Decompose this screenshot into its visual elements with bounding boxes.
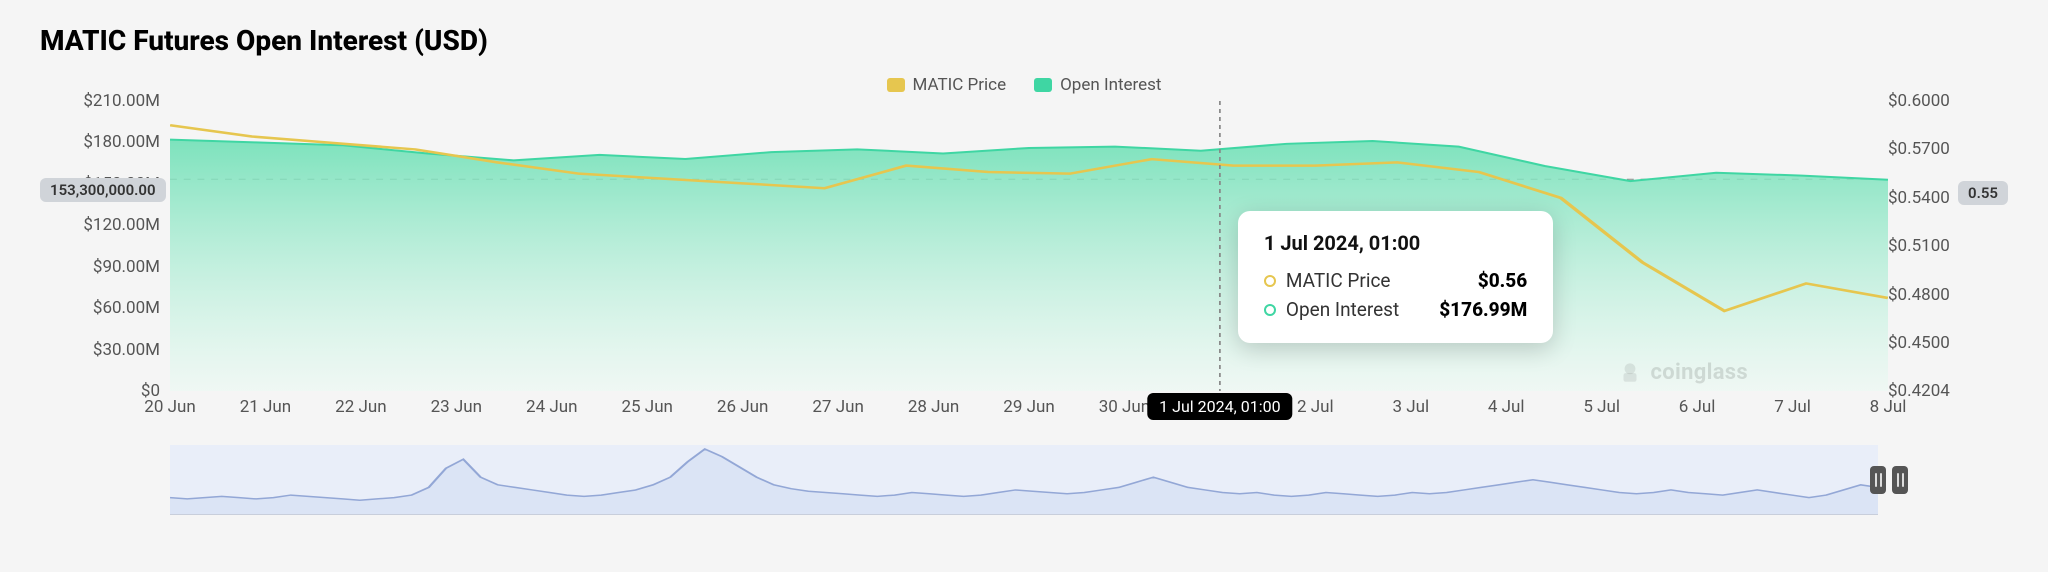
x-tick: 22 Jun bbox=[335, 397, 386, 417]
y-left-tick: $60.00M bbox=[40, 298, 160, 318]
legend: MATIC Price Open Interest bbox=[40, 75, 2008, 95]
x-tick: 29 Jun bbox=[1003, 397, 1054, 417]
x-tick: 24 Jun bbox=[526, 397, 577, 417]
watermark-text: coinglass bbox=[1651, 360, 1749, 385]
tooltip-dot-icon bbox=[1264, 275, 1276, 287]
legend-swatch-oi bbox=[1034, 78, 1052, 92]
y-left-tick: $210.00M bbox=[40, 91, 160, 111]
x-axis: 20 Jun21 Jun22 Jun23 Jun24 Jun25 Jun26 J… bbox=[170, 391, 1888, 431]
y-right-tick: $0.5100 bbox=[1888, 236, 2008, 256]
tooltip-row: Open Interest $176.99M bbox=[1264, 298, 1527, 321]
y-right-marker: 0.55 bbox=[1958, 181, 2008, 205]
y-right-tick: $0.4500 bbox=[1888, 333, 2008, 353]
y-axis-left: $210.00M$180.00M$150.00M$120.00M$90.00M$… bbox=[40, 101, 160, 391]
legend-label-price: MATIC Price bbox=[913, 75, 1007, 95]
y-right-tick: $0.6000 bbox=[1888, 91, 2008, 111]
x-tick: 3 Jul bbox=[1392, 397, 1429, 417]
x-tick: 25 Jun bbox=[621, 397, 672, 417]
range-handle-right[interactable] bbox=[1870, 466, 1886, 494]
x-axis-hover-label: 1 Jul 2024, 01:00 bbox=[1147, 393, 1292, 420]
y-right-tick: $0.5700 bbox=[1888, 139, 2008, 159]
x-tick: 23 Jun bbox=[431, 397, 482, 417]
x-tick: 6 Jul bbox=[1679, 397, 1716, 417]
tooltip-row-label: MATIC Price bbox=[1286, 269, 1391, 292]
chart-title: MATIC Futures Open Interest (USD) bbox=[40, 24, 2008, 57]
x-tick: 30 Jun bbox=[1099, 397, 1150, 417]
tooltip-row-value: $176.99M bbox=[1439, 298, 1527, 321]
x-tick: 20 Jun bbox=[144, 397, 195, 417]
tooltip-dot-icon bbox=[1264, 304, 1276, 316]
y-axis-right: $0.6000$0.5700$0.5400$0.5100$0.4800$0.45… bbox=[1888, 101, 2008, 391]
x-tick: 21 Jun bbox=[240, 397, 291, 417]
y-left-tick: $30.00M bbox=[40, 340, 160, 360]
tooltip-row-label: Open Interest bbox=[1286, 298, 1399, 321]
coinglass-icon bbox=[1617, 359, 1643, 385]
plot-area[interactable]: 1 Jul 2024, 01:00 1 Jul 2024, 01:00 MATI… bbox=[170, 101, 1888, 391]
x-tick: 28 Jun bbox=[908, 397, 959, 417]
range-selector[interactable] bbox=[170, 445, 1878, 515]
tooltip-row-value: $0.56 bbox=[1478, 269, 1527, 292]
legend-swatch-price bbox=[887, 78, 905, 92]
y-left-tick: $90.00M bbox=[40, 257, 160, 277]
x-tick: 5 Jul bbox=[1583, 397, 1620, 417]
x-tick: 26 Jun bbox=[717, 397, 768, 417]
main-chart[interactable]: $210.00M$180.00M$150.00M$120.00M$90.00M$… bbox=[50, 101, 1998, 431]
watermark: coinglass bbox=[1617, 359, 1749, 385]
y-left-tick: $0 bbox=[40, 381, 160, 401]
y-left-tick: $180.00M bbox=[40, 132, 160, 152]
legend-item-price[interactable]: MATIC Price bbox=[887, 75, 1007, 95]
chart-container: MATIC Futures Open Interest (USD) MATIC … bbox=[0, 0, 2048, 572]
x-tick: 7 Jul bbox=[1774, 397, 1811, 417]
range-handle-right-2[interactable] bbox=[1892, 466, 1908, 494]
x-tick: 8 Jul bbox=[1870, 397, 1907, 417]
tooltip-row: MATIC Price $0.56 bbox=[1264, 269, 1527, 292]
x-tick: 27 Jun bbox=[812, 397, 863, 417]
y-right-tick: $0.4800 bbox=[1888, 285, 2008, 305]
y-left-marker: 153,300,000.00 bbox=[40, 178, 166, 202]
legend-item-oi[interactable]: Open Interest bbox=[1034, 75, 1161, 95]
mini-chart-svg bbox=[170, 445, 1878, 515]
tooltip-title: 1 Jul 2024, 01:00 bbox=[1264, 231, 1527, 255]
plot-svg bbox=[170, 101, 1888, 391]
x-tick: 2 Jul bbox=[1297, 397, 1334, 417]
legend-label-oi: Open Interest bbox=[1060, 75, 1161, 95]
x-tick: 4 Jul bbox=[1488, 397, 1525, 417]
y-left-tick: $120.00M bbox=[40, 215, 160, 235]
hover-tooltip: 1 Jul 2024, 01:00 MATIC Price $0.56 Open I… bbox=[1238, 211, 1553, 343]
